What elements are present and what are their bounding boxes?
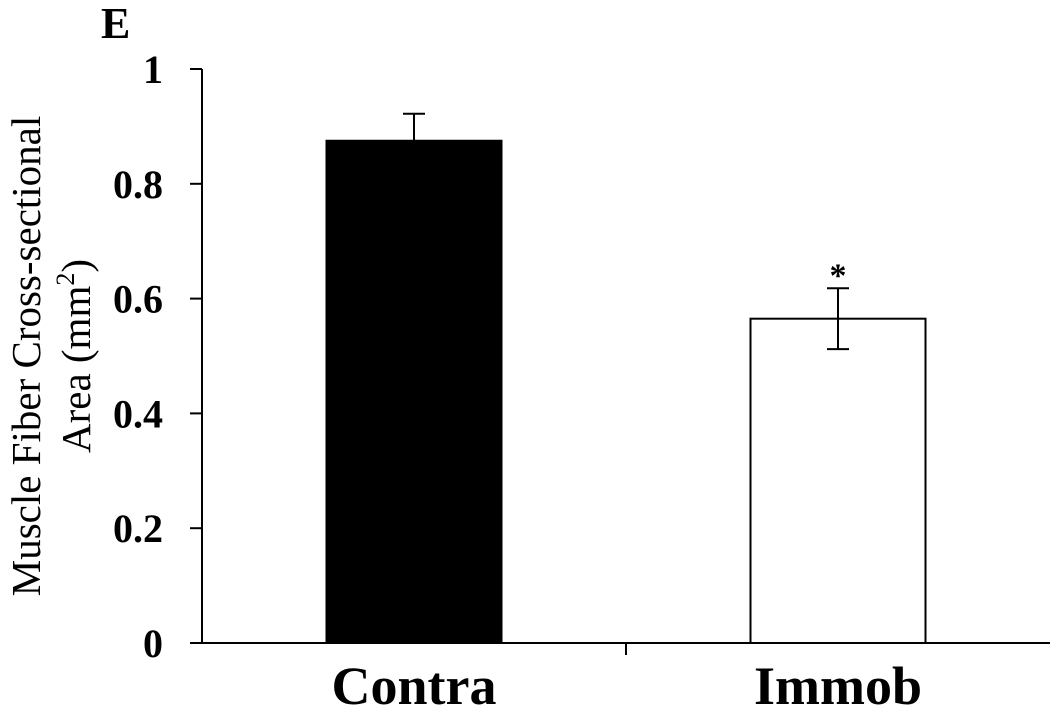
y-axis-title: Muscle Fiber Cross-sectional Area (mm2) [3, 116, 99, 597]
category-label-immob: Immob [754, 656, 922, 710]
bars: * [325, 112, 927, 644]
y-tick-label: 0.8 [113, 162, 163, 207]
panel-label: E [101, 0, 130, 48]
error-bar-contra [403, 112, 425, 169]
bar-immob [749, 317, 927, 644]
y-axis-title-line2: Area (mm2) [51, 259, 99, 453]
bar-contra [325, 139, 503, 644]
y-tick-label: 0.6 [113, 277, 163, 322]
x-axis [202, 642, 1050, 655]
y-tick-label: 0.4 [113, 391, 163, 436]
significance-marker: * [830, 257, 847, 294]
y-axis-title-superscript: 2 [51, 273, 80, 286]
category-labels: Contra Immob [332, 656, 923, 710]
y-axis: 0 0.2 0.4 0.6 0.8 1 [113, 47, 203, 666]
y-tick-label: 1 [143, 47, 163, 92]
y-axis-title-line1: Muscle Fiber Cross-sectional [3, 116, 49, 597]
y-axis-title-line2-prefix: Area (mm [53, 286, 99, 453]
error-bar-immob [827, 287, 849, 351]
y-tick-label: 0.2 [113, 506, 163, 551]
y-tick-label: 0 [143, 621, 163, 666]
y-axis-title-line2-suffix: ) [53, 259, 99, 273]
category-label-contra: Contra [332, 656, 497, 710]
